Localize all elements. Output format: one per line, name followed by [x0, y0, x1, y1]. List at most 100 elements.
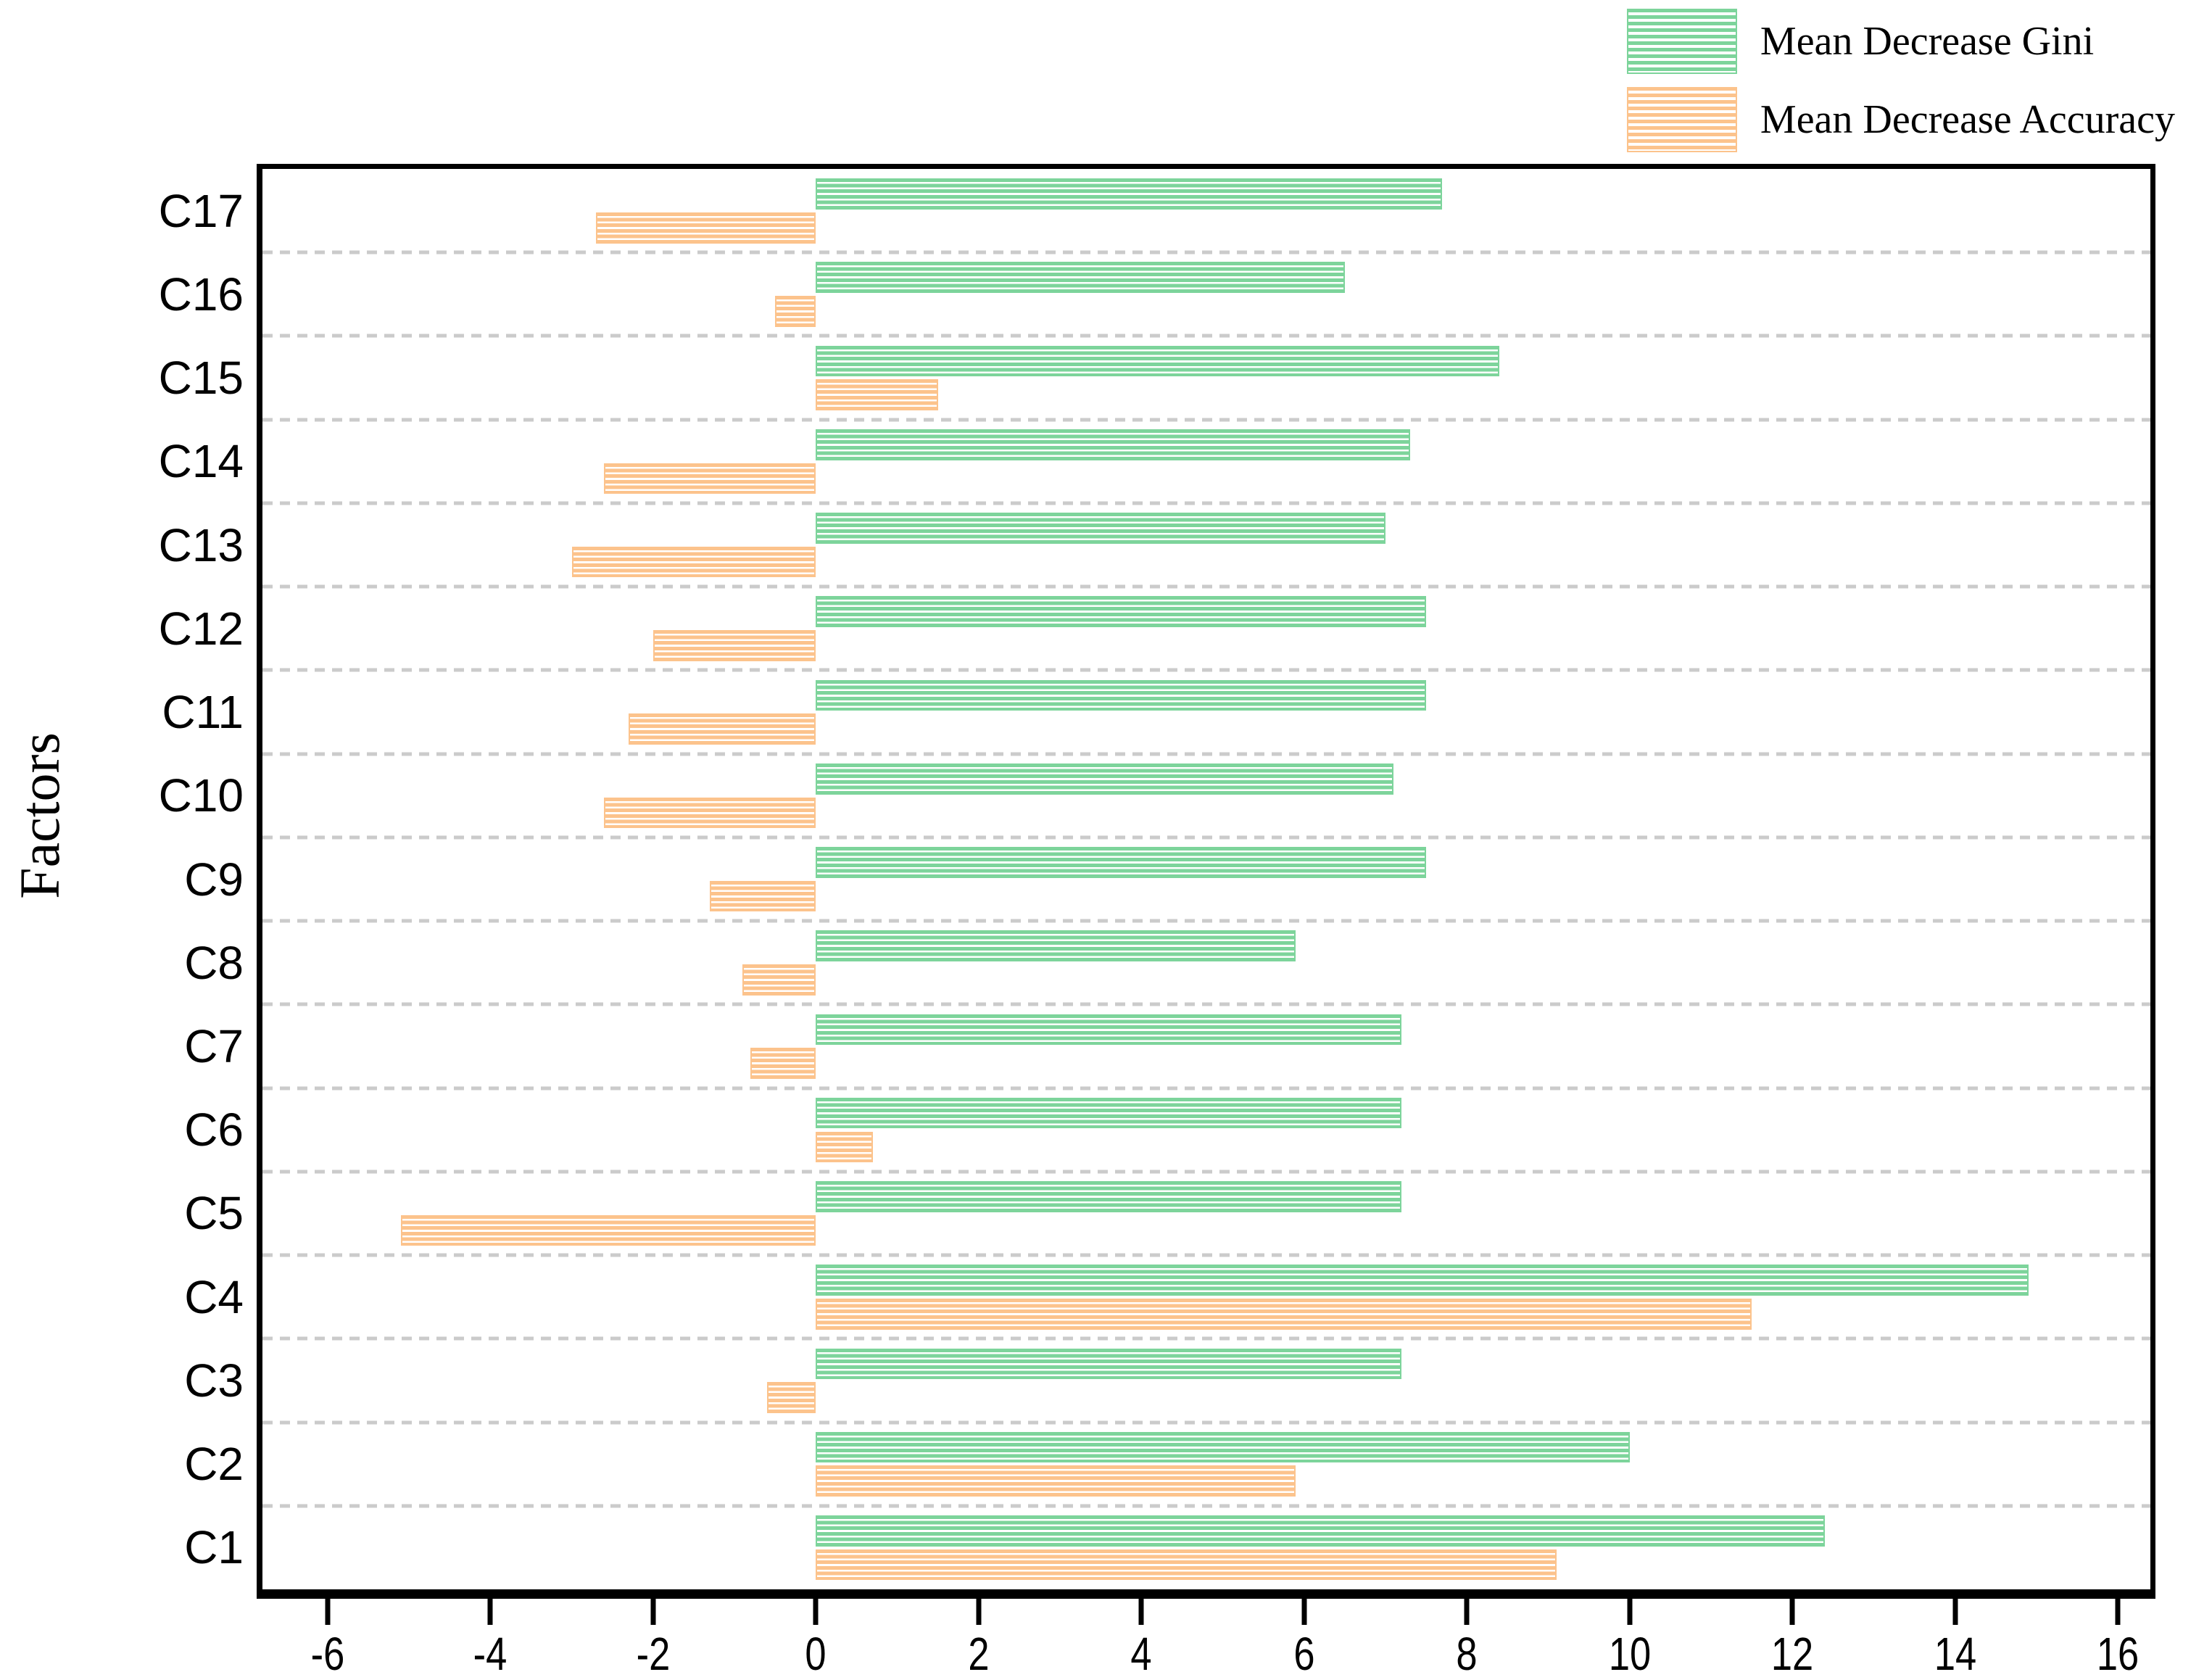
x-tick-mark [1138, 1599, 1144, 1625]
y-tick-label-c4: C4 [184, 1270, 244, 1323]
bar-c3-accuracy [766, 1382, 816, 1413]
legend-label-gini: Mean Decrease Gini [1760, 19, 2095, 64]
bar-c17-gini [816, 178, 1443, 210]
bar-c7-accuracy [750, 1048, 816, 1079]
legend-item-accuracy: Mean Decrease Accuracy [1626, 87, 2175, 152]
bar-c7-gini [816, 1014, 1402, 1046]
gridline [262, 1336, 2150, 1341]
bar-c16-gini [816, 262, 1345, 294]
bar-c4-gini [816, 1265, 2029, 1296]
bar-c8-accuracy [742, 964, 816, 996]
y-tick-label-c6: C6 [184, 1104, 244, 1156]
x-tick-mark [1627, 1599, 1633, 1625]
bar-c2-accuracy [816, 1465, 1296, 1497]
x-tick-label-4: 4 [1130, 1628, 1152, 1672]
bar-c13-accuracy [571, 546, 816, 578]
bar-c9-gini [816, 847, 1427, 878]
x-tick-label--4: -4 [473, 1628, 508, 1672]
gridline [262, 418, 2150, 422]
x-tick-label-16: 16 [2096, 1628, 2139, 1672]
bar-c14-accuracy [604, 463, 816, 494]
y-tick-label-c14: C14 [158, 435, 244, 488]
gridline [262, 1086, 2150, 1090]
bar-c16-accuracy [775, 296, 816, 327]
y-tick-label-c7: C7 [184, 1019, 244, 1072]
gridline [262, 250, 2150, 254]
gridline [262, 835, 2150, 840]
y-tick-label-c3: C3 [184, 1354, 244, 1407]
y-tick-label-c15: C15 [158, 352, 244, 405]
y-tick-label-c1: C1 [184, 1521, 244, 1574]
y-tick-label-c2: C2 [184, 1438, 244, 1491]
bar-c1-gini [816, 1515, 1826, 1547]
legend-swatch-accuracy-icon [1626, 87, 1737, 152]
x-tick-label-6: 6 [1293, 1628, 1315, 1672]
bar-c17-accuracy [596, 212, 816, 244]
x-tick-mark [976, 1599, 982, 1625]
x-tick-mark [1301, 1599, 1307, 1625]
gridline [262, 1002, 2150, 1006]
x-tick-label--6: -6 [310, 1628, 345, 1672]
x-tick-label-0: 0 [805, 1628, 827, 1672]
bar-c11-gini [816, 679, 1427, 711]
gridline [262, 668, 2150, 672]
y-tick-label-c8: C8 [184, 936, 244, 989]
bar-c12-accuracy [653, 630, 816, 661]
y-tick-label-c16: C16 [158, 268, 244, 320]
gridline [262, 1504, 2150, 1508]
x-axis: -6 -4 -2 0 2 4 6 8 10 12 14 16 [262, 1599, 2150, 1672]
bar-c3-gini [816, 1348, 1402, 1380]
legend-swatch-gini-icon [1626, 9, 1737, 74]
bar-c5-accuracy [400, 1214, 816, 1246]
bar-c6-accuracy [816, 1131, 873, 1163]
x-tick-mark [487, 1599, 493, 1625]
x-tick-label--2: -2 [636, 1628, 671, 1672]
x-tick-mark [813, 1599, 819, 1625]
x-tick-mark [2115, 1599, 2121, 1625]
gridline [262, 584, 2150, 589]
legend-label-accuracy: Mean Decrease Accuracy [1760, 97, 2175, 142]
bar-c1-accuracy [816, 1549, 1557, 1581]
y-axis-labels: C17 C16 C15 C14 C13 C12 C11 C10 C9 C8 C7 C6 C5 C4 C3 C2… [0, 169, 244, 1589]
legend-item-gini: Mean Decrease Gini [1626, 9, 2175, 74]
gridline [262, 919, 2150, 923]
bar-c9-accuracy [710, 880, 816, 912]
gridline [262, 1420, 2150, 1425]
bar-c10-gini [816, 763, 1394, 795]
bar-c14-gini [816, 429, 1410, 460]
bar-c6-gini [816, 1097, 1402, 1129]
y-tick-label-c5: C5 [184, 1187, 244, 1240]
x-tick-mark [1789, 1599, 1795, 1625]
y-tick-label-c9: C9 [184, 853, 244, 906]
bar-c13-gini [816, 513, 1385, 544]
y-tick-label-c13: C13 [158, 518, 244, 571]
y-tick-label-c17: C17 [158, 184, 244, 237]
x-tick-label-8: 8 [1456, 1628, 1478, 1672]
y-tick-label-c12: C12 [158, 602, 244, 655]
x-tick-mark [650, 1599, 656, 1625]
bar-c15-accuracy [816, 379, 938, 411]
gridline [262, 1170, 2150, 1174]
bar-c11-accuracy [629, 713, 816, 745]
x-tick-label-2: 2 [968, 1628, 990, 1672]
legend: Mean Decrease Gini Mean Decrease Accurac… [1626, 9, 2175, 152]
x-tick-label-10: 10 [1608, 1628, 1651, 1672]
x-tick-mark [1952, 1599, 1958, 1625]
bar-c8-gini [816, 930, 1296, 961]
bar-c15-gini [816, 345, 1500, 377]
y-tick-label-c10: C10 [158, 769, 244, 822]
x-tick-mark [1464, 1599, 1470, 1625]
gridline [262, 334, 2150, 338]
x-tick-label-14: 14 [1934, 1628, 1976, 1672]
x-tick-mark [325, 1599, 331, 1625]
gridline [262, 752, 2150, 756]
gridline [262, 501, 2150, 505]
x-tick-label-12: 12 [1770, 1628, 1814, 1672]
bar-c10-accuracy [604, 797, 816, 829]
gridline [262, 1253, 2150, 1257]
plot-area [257, 164, 2155, 1599]
bar-c12-gini [816, 596, 1427, 628]
bar-c2-gini [816, 1431, 1630, 1463]
bar-c4-accuracy [816, 1298, 1752, 1330]
